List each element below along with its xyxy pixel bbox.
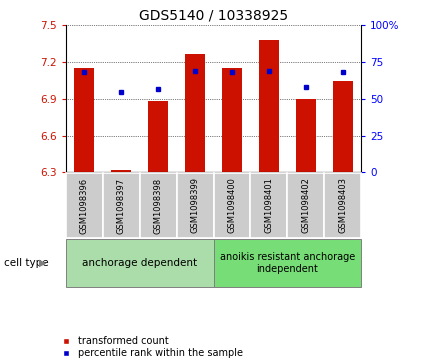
Bar (324, 173, 361, 238)
Bar (250, 173, 287, 238)
Bar (333, 81, 353, 172)
Bar (148, 101, 168, 172)
Title: GDS5140 / 10338925: GDS5140 / 10338925 (139, 9, 288, 23)
Text: cell type: cell type (4, 258, 49, 268)
Bar (287, 173, 324, 238)
Text: GSM1098397: GSM1098397 (117, 178, 126, 233)
Bar (296, 99, 316, 172)
Bar (213, 239, 361, 287)
Bar (222, 68, 242, 172)
Text: anoikis resistant anchorage
independent: anoikis resistant anchorage independent (220, 252, 355, 274)
Text: anchorage dependent: anchorage dependent (82, 258, 197, 268)
Bar (213, 173, 250, 238)
Text: GSM1098400: GSM1098400 (227, 178, 237, 233)
Bar (111, 170, 131, 172)
Bar (185, 54, 205, 172)
Text: GSM1098402: GSM1098402 (301, 178, 310, 233)
Bar (259, 40, 279, 172)
Legend: transformed count, percentile rank within the sample: transformed count, percentile rank withi… (56, 336, 243, 358)
Text: GSM1098401: GSM1098401 (264, 178, 273, 233)
Text: GSM1098399: GSM1098399 (190, 178, 200, 233)
Bar (140, 173, 177, 238)
Text: ▶: ▶ (39, 258, 47, 268)
Bar (66, 239, 213, 287)
Bar (66, 173, 103, 238)
Text: GSM1098396: GSM1098396 (80, 178, 89, 233)
Bar (177, 173, 213, 238)
Text: GSM1098398: GSM1098398 (154, 178, 163, 233)
Text: GSM1098403: GSM1098403 (338, 178, 347, 233)
Bar (103, 173, 140, 238)
Bar (74, 68, 94, 172)
